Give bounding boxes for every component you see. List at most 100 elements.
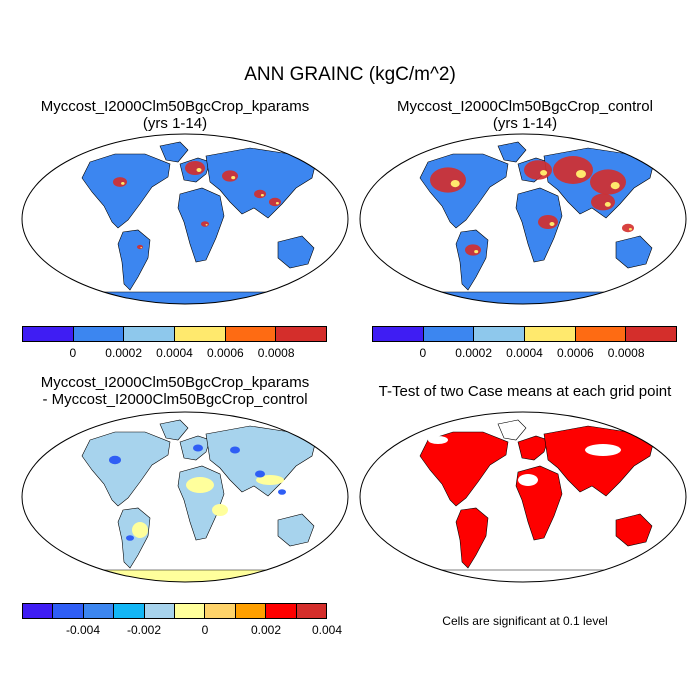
landmass-antarctica <box>49 569 321 582</box>
colorbar-kparams <box>22 326 327 342</box>
colorbar-tick-label: 0.0008 <box>257 346 295 360</box>
colorbar-swatch <box>124 327 176 341</box>
colorbar-tick-label: 0.0002 <box>455 346 493 360</box>
not-significant-region <box>585 444 621 456</box>
colorbar-swatch <box>235 604 267 618</box>
colorbar-difference-ticks: -0.004 -0.002 0 0.002 0.004 <box>22 623 342 639</box>
landmass-greenland <box>497 141 527 163</box>
landmass-australia <box>277 513 315 547</box>
colorbar-tick-label: 0.0004 <box>506 346 543 360</box>
colorbar-swatch <box>175 327 226 341</box>
panel-subtitle-control: (yrs 1-14) <box>492 115 558 132</box>
colorbar-control <box>372 326 677 342</box>
colorbar-tick-label: 0.0008 <box>607 346 645 360</box>
colorbar-swatch <box>276 327 327 341</box>
colorbar-swatch <box>83 604 115 618</box>
medium-value-region <box>205 224 208 226</box>
high-value-region <box>254 189 266 199</box>
colorbar-swatch <box>626 327 677 341</box>
panel-title-difference: Myccost_I2000Clm50BgcCrop_kparams <box>40 374 310 391</box>
colorbar-tick-label: -0.004 <box>65 623 101 637</box>
colorbar-swatch <box>53 604 84 618</box>
map-border <box>21 411 349 583</box>
landmass-greenland <box>497 419 527 441</box>
landmass-northAmerica <box>419 153 509 229</box>
map-kparams <box>21 133 349 305</box>
colorbar-swatch <box>373 327 424 341</box>
near-zero-region <box>186 477 214 493</box>
landmass-africa <box>177 187 225 263</box>
colorbar-swatch <box>474 327 526 341</box>
near-zero-region <box>212 504 228 516</box>
medium-value-region <box>628 228 632 231</box>
panel-subtitle-difference: - Myccost_I2000Clm50BgcCrop_control <box>42 391 308 408</box>
colorbar-swatch <box>266 604 297 618</box>
colorbar-tick-label: -0.002 <box>126 623 162 637</box>
colorbar-tick-label: 0.004 <box>311 623 343 637</box>
panel-title-control: Myccost_I2000Clm50BgcCrop_control <box>397 98 653 115</box>
map-difference <box>21 411 349 583</box>
medium-value-region <box>196 168 202 172</box>
medium-value-region <box>260 194 264 197</box>
colorbar-tick-label: 0.0006 <box>556 346 594 360</box>
colorbar-tick-label: 0 <box>201 623 209 637</box>
high-value-region <box>185 161 205 175</box>
high-value-region <box>538 215 558 229</box>
colorbar-swatch <box>144 604 176 618</box>
medium-value-region <box>549 222 555 226</box>
high-value-region <box>113 177 127 187</box>
panel-title-ttest: T-Test of two Case means at each grid po… <box>378 383 672 400</box>
colorbar-kparams-ticks: 0 0.0002 0.0004 0.0006 0.0008 <box>22 346 327 362</box>
colorbar-tick-label: 0.0006 <box>206 346 244 360</box>
landmass-southAmerica <box>455 507 489 569</box>
landmass-europe <box>517 435 549 461</box>
colorbar-tick-label: 0.0004 <box>156 346 193 360</box>
colorbar-swatch <box>296 604 327 618</box>
figure-title: ANN GRAINC (kgC/m^2) <box>244 64 456 85</box>
landmass-greenland <box>159 141 189 163</box>
high-value-region <box>591 193 615 211</box>
medium-value-region <box>610 182 620 190</box>
medium-value-region <box>231 176 236 180</box>
map-border <box>359 411 687 583</box>
medium-value-region <box>140 247 142 249</box>
landmass-antarctica <box>387 291 659 304</box>
colorbar-tick-label: 0.002 <box>250 623 282 637</box>
landmass-southAmerica <box>455 229 489 291</box>
not-significant-region <box>518 474 538 486</box>
landmass-australia <box>615 513 653 547</box>
medium-value-region <box>540 170 548 176</box>
negative-difference-region <box>278 489 286 495</box>
high-value-region <box>465 244 481 256</box>
high-value-region <box>269 197 281 207</box>
medium-value-region <box>121 182 125 185</box>
map-ttest <box>359 411 687 583</box>
landmass-antarctica <box>387 569 659 582</box>
colorbar-swatch <box>114 604 145 618</box>
colorbar-tick-label: 0 <box>419 346 427 360</box>
map-border <box>359 133 687 305</box>
map-border <box>21 133 349 305</box>
colorbar-swatch <box>575 327 627 341</box>
colorbar-difference <box>22 603 327 619</box>
landmass-northAmerica <box>81 153 171 229</box>
landmass-northAmerica <box>419 431 509 507</box>
high-value-region <box>201 221 209 227</box>
negative-difference-region <box>255 470 265 478</box>
colorbar-control-ticks: 0 0.0002 0.0004 0.0006 0.0008 <box>372 346 677 362</box>
high-value-region <box>137 244 143 250</box>
medium-value-region <box>450 180 460 188</box>
panel-title-kparams: Myccost_I2000Clm50BgcCrop_kparams <box>40 98 310 115</box>
high-value-region <box>430 167 466 193</box>
colorbar-swatch <box>73 327 125 341</box>
landmass-greenland <box>159 419 189 441</box>
high-value-region <box>222 170 238 182</box>
colorbar-swatch <box>23 604 54 618</box>
significance-note: Cells are significant at 0.1 level <box>442 614 608 628</box>
colorbar-swatch <box>525 327 576 341</box>
colorbar-swatch <box>175 604 206 618</box>
map-control <box>359 133 687 305</box>
negative-difference-region <box>109 455 121 465</box>
colorbar-tick-label: 0.0002 <box>105 346 143 360</box>
high-value-region <box>524 160 552 180</box>
